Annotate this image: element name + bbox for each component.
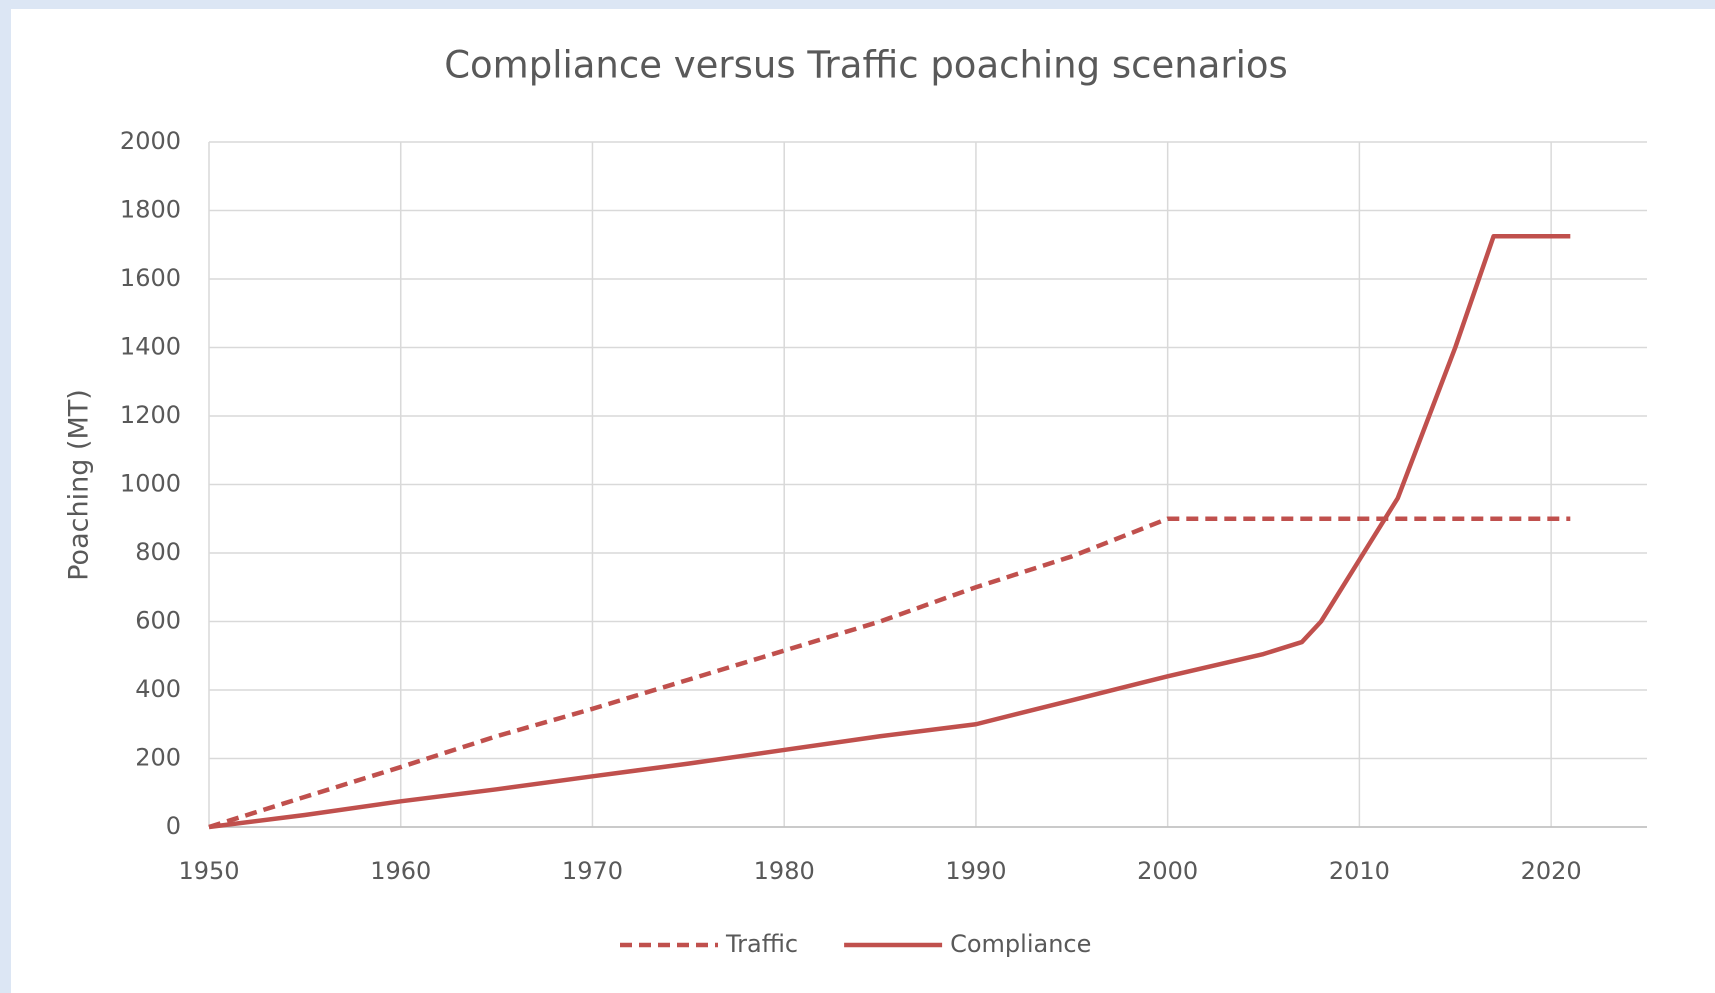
y-tick-label: 1600: [120, 264, 181, 292]
y-tick-label: 1800: [120, 196, 181, 224]
y-tick-label: 600: [135, 607, 181, 635]
y-tick-label: 400: [135, 675, 181, 703]
y-tick-label: 2000: [120, 127, 181, 155]
y-tick-label: 1200: [120, 401, 181, 429]
x-tick-label: 1980: [754, 857, 815, 885]
x-tick-label: 1990: [945, 857, 1006, 885]
x-tick-label: 1950: [178, 857, 239, 885]
y-tick-label: 200: [135, 744, 181, 772]
chart-title: Compliance versus Traffic poaching scena…: [444, 44, 1288, 87]
chart-area: [11, 9, 1715, 993]
line-series: [208, 516, 1571, 830]
x-tick-label: 1960: [370, 857, 431, 885]
line-series: [208, 233, 1571, 830]
legend-label: Compliance: [950, 930, 1091, 958]
y-tick-label: 1000: [120, 470, 181, 498]
x-tick-label: 2020: [1521, 857, 1582, 885]
x-tick-label: 2010: [1329, 857, 1390, 885]
x-tick-label: 1970: [562, 857, 623, 885]
y-tick-label: 800: [135, 538, 181, 566]
y-tick-label: 1400: [120, 333, 181, 361]
legend-label: Traffic: [725, 930, 798, 958]
x-tick-label: 2000: [1137, 857, 1198, 885]
y-axis-label: Poaching (MT): [64, 389, 95, 581]
y-tick-label: 0: [166, 812, 181, 840]
